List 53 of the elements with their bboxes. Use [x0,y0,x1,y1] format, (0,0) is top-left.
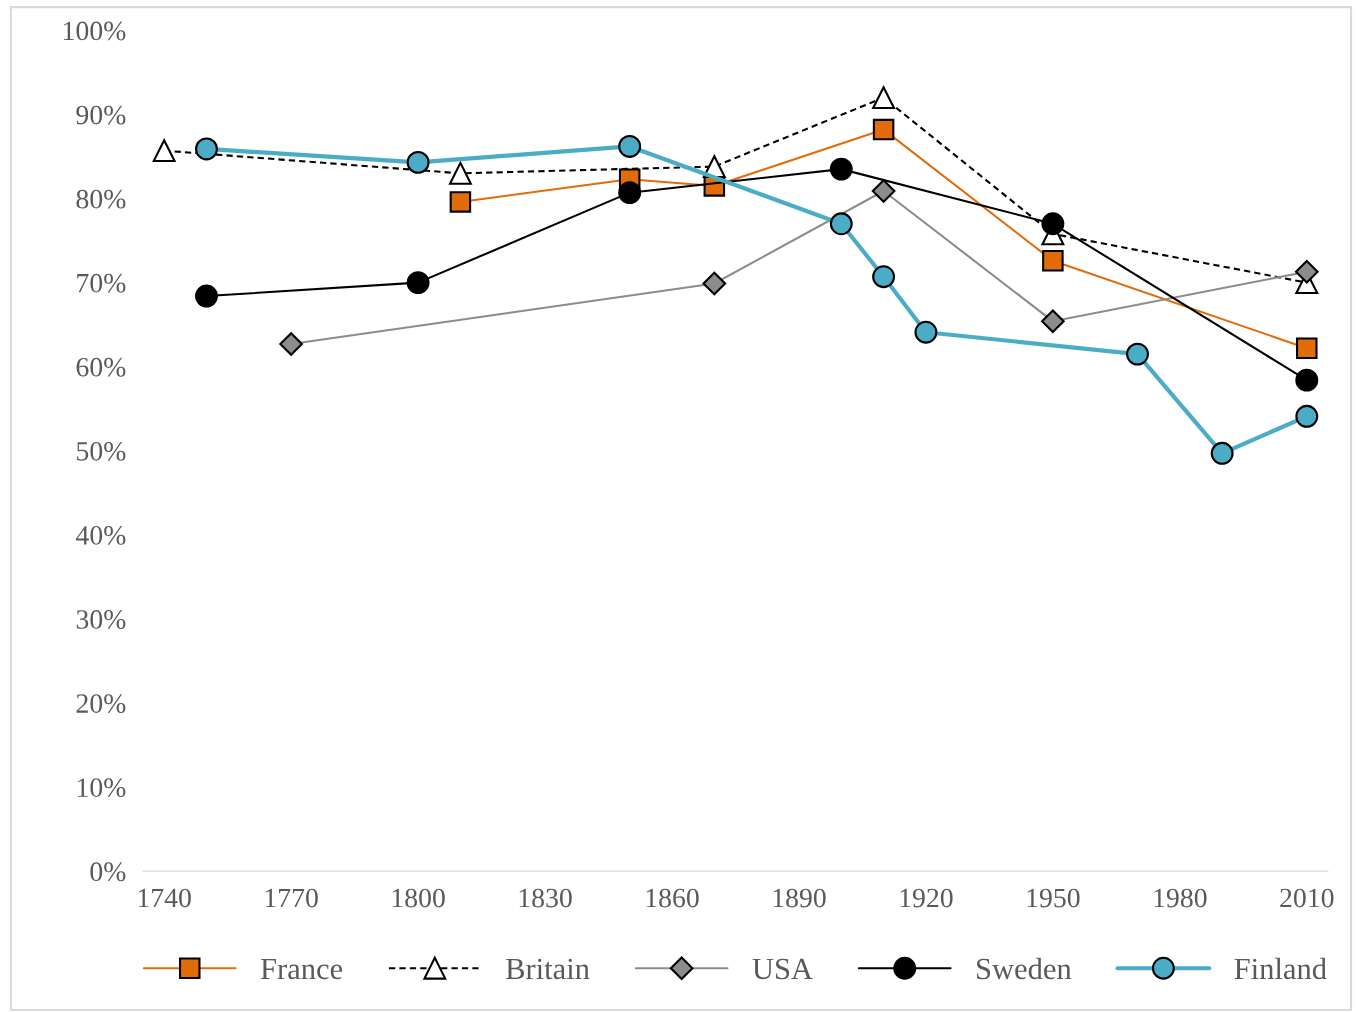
point [872,86,896,110]
x-tick-label: 1950 [1027,888,1080,908]
point [406,150,430,174]
y-tick-label: 50% [77,441,126,461]
y-tick-label: 30% [76,610,126,629]
y-tick-label: 80% [76,189,126,209]
point [914,320,938,344]
legend-label: Finland [1234,957,1327,980]
y-tick-label: 100% [63,21,126,41]
point [1295,368,1319,392]
point [1042,250,1064,272]
x-tick-label: 1890 [773,888,826,908]
point [618,134,642,158]
legend-label: USA [752,958,813,980]
legend-label: Britain [505,958,590,980]
point [872,265,896,289]
point [195,284,218,308]
y-tick-label: 90% [76,105,126,125]
y-tick-label: 0% [90,862,126,882]
point [279,332,303,356]
point [871,179,896,203]
point [1296,337,1318,359]
y-tick-label: 60% [76,357,126,377]
y-tick-label: 70% [77,273,126,293]
point [195,137,218,161]
x-tick-label: 1740 [138,888,191,908]
point [618,181,642,205]
legend-label: Sweden [977,957,1072,980]
point [152,139,176,163]
point [702,271,727,296]
x-tick-label: 1770 [265,888,318,908]
y-tick-label: 10% [77,778,126,798]
y-tick-label: 40% [75,526,126,545]
point [406,271,430,295]
x-tick-label: 1800 [392,888,445,908]
point [1210,441,1234,465]
legend-label: France [260,958,343,980]
x-tick-label: 1980 [1154,888,1207,908]
point [448,161,472,185]
x-tick-label: 2010 [1280,888,1334,908]
x-tick-label: 1830 [519,888,572,908]
point [449,191,472,213]
point [1295,404,1319,428]
point [829,157,853,181]
point [1041,212,1065,236]
point [1041,309,1065,334]
y-tick-label: 20% [76,694,126,714]
x-tick-label: 1920 [900,888,953,908]
point [1126,342,1149,366]
x-tick-label: 1860 [646,888,699,908]
point [872,118,895,141]
point [829,212,853,236]
point [1294,259,1319,284]
